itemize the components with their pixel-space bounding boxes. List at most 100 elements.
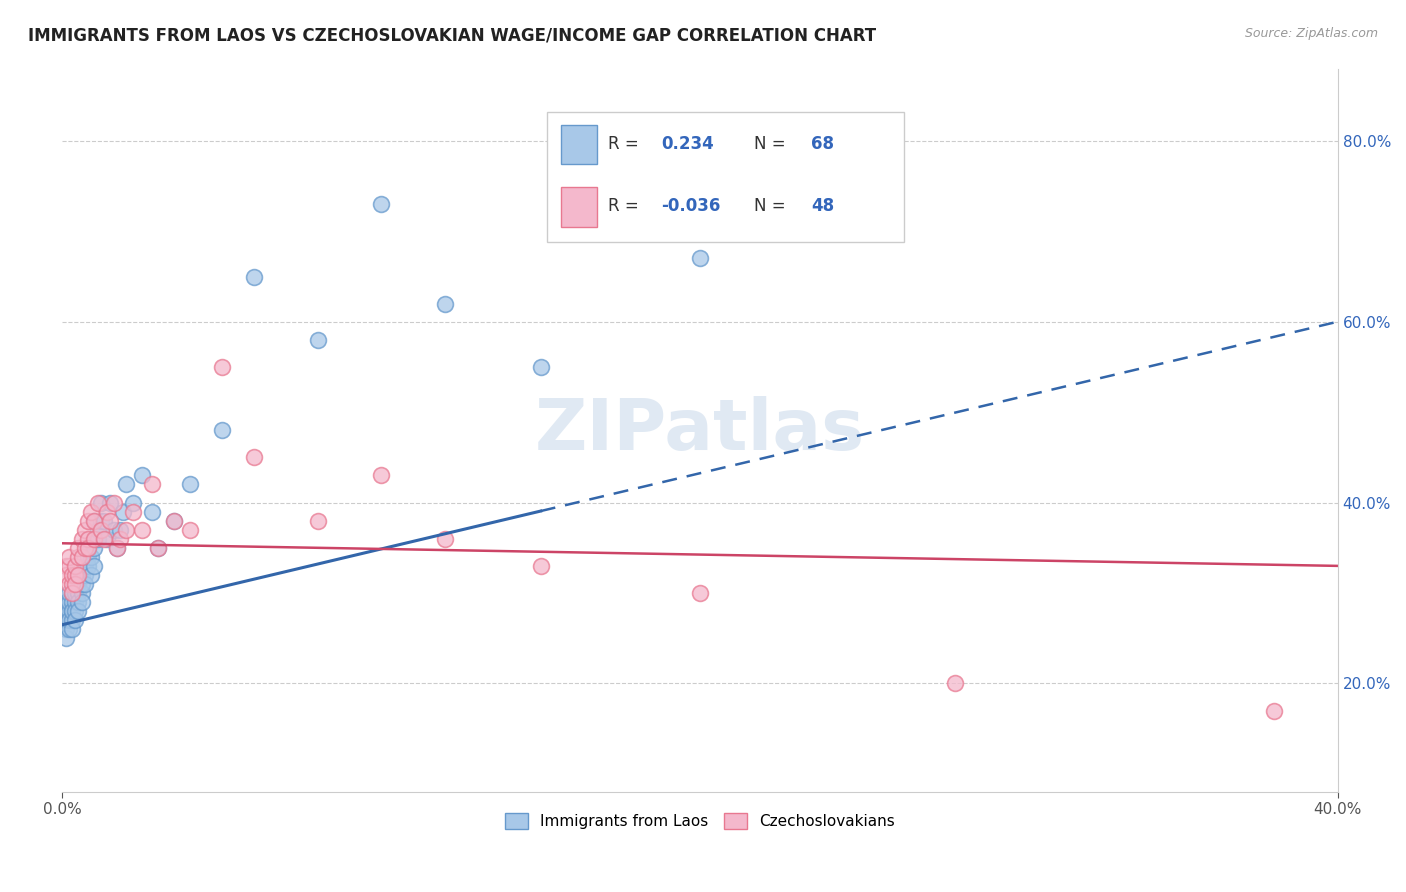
Point xyxy=(73,577,96,591)
Text: ZIPatlas: ZIPatlas xyxy=(536,396,865,465)
Point xyxy=(67,586,90,600)
Point xyxy=(80,549,103,564)
Point xyxy=(112,505,135,519)
Point xyxy=(58,613,80,627)
Point xyxy=(93,514,115,528)
Point xyxy=(67,568,90,582)
Point xyxy=(67,568,90,582)
Point xyxy=(86,532,108,546)
Point xyxy=(146,541,169,555)
Point xyxy=(96,532,118,546)
Point xyxy=(93,532,115,546)
Point xyxy=(83,532,105,546)
Point xyxy=(80,568,103,582)
Point xyxy=(307,514,329,528)
Point xyxy=(60,622,83,636)
Point xyxy=(73,541,96,555)
Point xyxy=(105,541,128,555)
Point xyxy=(131,523,153,537)
Point xyxy=(77,541,100,555)
Point xyxy=(55,595,77,609)
Point xyxy=(60,613,83,627)
Point xyxy=(80,505,103,519)
Point xyxy=(67,549,90,564)
Point xyxy=(58,577,80,591)
Point xyxy=(131,468,153,483)
Point xyxy=(83,532,105,546)
Point xyxy=(77,541,100,555)
Point xyxy=(67,577,90,591)
Point xyxy=(242,269,264,284)
Point xyxy=(65,577,87,591)
Point xyxy=(67,541,90,555)
Point xyxy=(90,495,112,509)
Point xyxy=(121,495,143,509)
Point xyxy=(115,523,138,537)
Point xyxy=(530,359,553,374)
Point xyxy=(73,523,96,537)
Point xyxy=(55,558,77,573)
Point xyxy=(55,632,77,646)
Point xyxy=(163,514,186,528)
Point xyxy=(58,586,80,600)
Point xyxy=(307,333,329,347)
Point xyxy=(55,568,77,582)
Point xyxy=(689,252,711,266)
Point xyxy=(65,613,87,627)
Point xyxy=(141,505,163,519)
Point xyxy=(60,568,83,582)
Point xyxy=(60,604,83,618)
Point xyxy=(67,595,90,609)
Point xyxy=(121,505,143,519)
Point xyxy=(58,558,80,573)
Point xyxy=(689,586,711,600)
Point xyxy=(179,477,201,491)
Point xyxy=(108,532,131,546)
Point xyxy=(86,495,108,509)
Point xyxy=(55,604,77,618)
Point xyxy=(105,541,128,555)
Point xyxy=(65,595,87,609)
Point xyxy=(943,676,966,690)
Point xyxy=(83,558,105,573)
Point xyxy=(55,622,77,636)
Point xyxy=(73,568,96,582)
Point xyxy=(370,197,392,211)
Point xyxy=(434,296,457,310)
Point xyxy=(77,549,100,564)
Point xyxy=(60,604,83,618)
Point xyxy=(60,595,83,609)
Point xyxy=(70,595,93,609)
Point xyxy=(73,558,96,573)
Point xyxy=(146,541,169,555)
Point xyxy=(530,558,553,573)
Point xyxy=(83,514,105,528)
Point xyxy=(60,586,83,600)
Point xyxy=(70,532,93,546)
Point xyxy=(67,604,90,618)
Point xyxy=(83,514,105,528)
Point xyxy=(434,532,457,546)
Point xyxy=(115,477,138,491)
Point xyxy=(77,532,100,546)
Point xyxy=(70,586,93,600)
Point xyxy=(70,577,93,591)
Point xyxy=(65,568,87,582)
Text: Source: ZipAtlas.com: Source: ZipAtlas.com xyxy=(1244,27,1378,40)
Text: IMMIGRANTS FROM LAOS VS CZECHOSLOVAKIAN WAGE/INCOME GAP CORRELATION CHART: IMMIGRANTS FROM LAOS VS CZECHOSLOVAKIAN … xyxy=(28,27,876,45)
Point xyxy=(90,514,112,528)
Point xyxy=(65,558,87,573)
Point xyxy=(211,359,233,374)
Point xyxy=(65,577,87,591)
Point xyxy=(370,468,392,483)
Point xyxy=(83,541,105,555)
Point xyxy=(65,586,87,600)
Point xyxy=(103,495,125,509)
Point xyxy=(90,523,112,537)
Point xyxy=(103,523,125,537)
Point xyxy=(60,577,83,591)
Point xyxy=(55,613,77,627)
Point xyxy=(58,613,80,627)
Point xyxy=(86,523,108,537)
Point xyxy=(211,423,233,437)
